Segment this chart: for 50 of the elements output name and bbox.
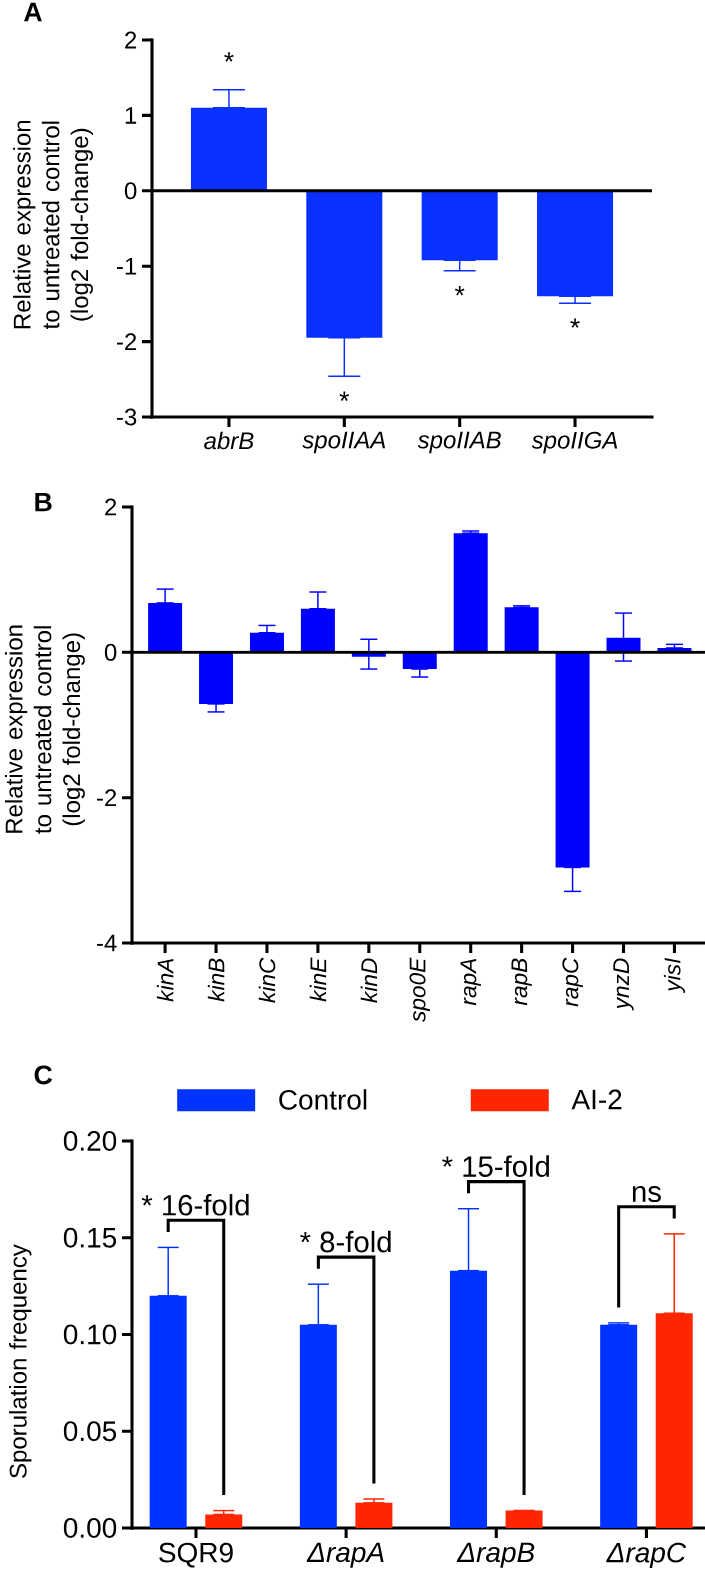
- chart-title: A: [24, 2, 42, 22]
- x-tick-label: yisI: [663, 957, 686, 993]
- x-tick-label: rapB: [511, 958, 532, 1006]
- y-tick-label: -3: [117, 408, 137, 426]
- y-tick-label: 0: [104, 643, 117, 661]
- x-tick-label: kinE: [309, 957, 327, 1002]
- x-tick-label: spoIIAA: [302, 431, 386, 454]
- annotation: *: [339, 391, 350, 401]
- y-tick-label: 0.20: [63, 1131, 117, 1151]
- y-tick-label: -2: [97, 789, 117, 807]
- annotation: * 16-fold: [141, 1194, 249, 1216]
- x-tick-label: kinA: [156, 958, 174, 1002]
- annotation: ns: [632, 1186, 661, 1203]
- y-tick-label: 0.15: [63, 1227, 117, 1248]
- x-tick-label: spoIIAB: [417, 431, 501, 454]
- x-tick-label: spo0E: [409, 957, 431, 1022]
- y-tick-label: -4: [97, 934, 117, 952]
- x-tick-label: spoIIGA: [531, 431, 618, 454]
- y-tick-label: 0.00: [63, 1518, 117, 1538]
- legend-label: AI-2: [571, 1089, 622, 1110]
- y-tick-label: 2: [125, 31, 137, 49]
- x-tick-label: ynzD: [613, 958, 634, 1011]
- y-axis-title: Relative expression to untreated control (log2 fold-change): [13, 120, 93, 330]
- annotation: *: [224, 52, 234, 62]
- x-tick-label: ΔrapA: [306, 1542, 384, 1568]
- annotation: *: [570, 318, 580, 328]
- x-tick-label: kinC: [258, 957, 276, 1003]
- x-tick-label: SQR9: [159, 1542, 233, 1568]
- y-axis-title: Relative expression to untreated control (log2 fold-change): [4, 625, 85, 834]
- legend-label: Control: [279, 1089, 367, 1110]
- annotation: *: [454, 286, 465, 296]
- y-tick-label: -2: [117, 333, 137, 350]
- y-tick-label: 0.05: [63, 1421, 117, 1442]
- x-tick-label: abrB: [204, 431, 254, 450]
- chart-title: B: [35, 492, 52, 512]
- x-tick-label: rapA: [460, 958, 481, 1006]
- chart-title: C: [34, 1065, 53, 1085]
- y-tick-label: 1: [125, 107, 137, 124]
- x-tick-label: rapC: [562, 957, 583, 1007]
- x-tick-label: ΔrapC: [606, 1542, 687, 1569]
- y-tick-label: 0.10: [63, 1324, 117, 1345]
- y-axis-title: Sporulation frequency: [9, 1244, 32, 1478]
- x-tick-label: kinD: [360, 958, 378, 1003]
- annotation: * 8-fold: [300, 1230, 391, 1253]
- y-tick-label: 0: [124, 182, 137, 200]
- y-tick-label: -1: [117, 257, 137, 275]
- y-tick-label: 2: [105, 498, 117, 516]
- annotation: * 15-fold: [442, 1155, 549, 1177]
- x-tick-label: ΔrapB: [456, 1542, 535, 1568]
- x-tick-label: kinB: [207, 958, 225, 1002]
